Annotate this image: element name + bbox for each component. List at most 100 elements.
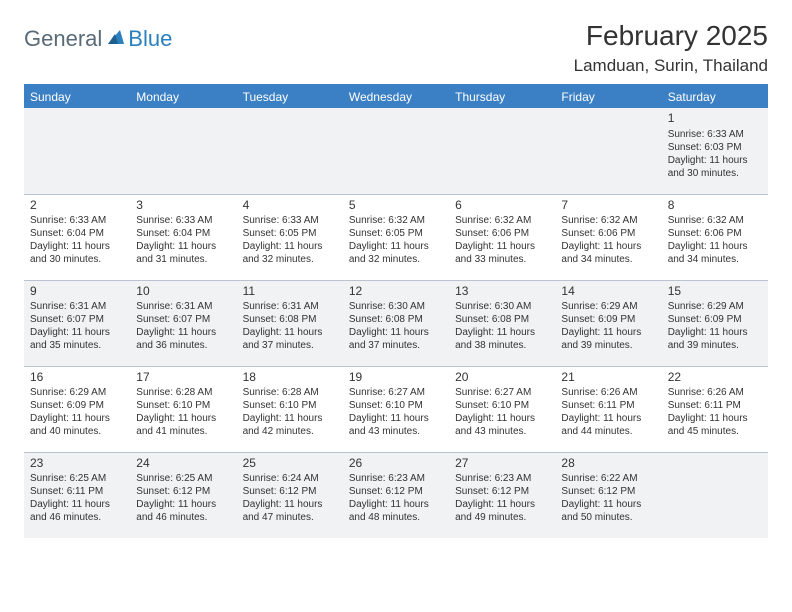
daylight-line: Daylight: 11 hours and 39 minutes. [561,326,655,352]
calendar-day-cell: 10Sunrise: 6:31 AMSunset: 6:07 PMDayligh… [130,280,236,366]
sunset-line: Sunset: 6:12 PM [349,485,443,498]
calendar-day-cell: 9Sunrise: 6:31 AMSunset: 6:07 PMDaylight… [24,280,130,366]
daylight-line: Daylight: 11 hours and 38 minutes. [455,326,549,352]
daylight-line: Daylight: 11 hours and 42 minutes. [243,412,337,438]
daylight-line: Daylight: 11 hours and 37 minutes. [243,326,337,352]
month-title: February 2025 [574,20,768,52]
calendar-week-row: 16Sunrise: 6:29 AMSunset: 6:09 PMDayligh… [24,366,768,452]
day-number: 12 [349,284,443,300]
logo: General Blue [24,26,172,52]
day-number: 23 [30,456,124,472]
day-number: 20 [455,370,549,386]
calendar-empty-cell [130,108,236,194]
calendar-day-cell: 28Sunrise: 6:22 AMSunset: 6:12 PMDayligh… [555,452,661,538]
sunset-line: Sunset: 6:05 PM [349,227,443,240]
daylight-line: Daylight: 11 hours and 33 minutes. [455,240,549,266]
calendar-empty-cell [555,108,661,194]
sunrise-line: Sunrise: 6:32 AM [455,214,549,227]
day-number: 13 [455,284,549,300]
day-number: 3 [136,198,230,214]
daylight-line: Daylight: 11 hours and 47 minutes. [243,498,337,524]
calendar-week-row: 2Sunrise: 6:33 AMSunset: 6:04 PMDaylight… [24,194,768,280]
weekday-friday: Friday [555,86,661,108]
sunrise-line: Sunrise: 6:26 AM [668,386,762,399]
day-number: 24 [136,456,230,472]
calendar-week-row: 1Sunrise: 6:33 AMSunset: 6:03 PMDaylight… [24,108,768,194]
sunrise-line: Sunrise: 6:33 AM [136,214,230,227]
daylight-line: Daylight: 11 hours and 34 minutes. [561,240,655,266]
sunset-line: Sunset: 6:06 PM [668,227,762,240]
sunrise-line: Sunrise: 6:28 AM [136,386,230,399]
calendar-day-cell: 11Sunrise: 6:31 AMSunset: 6:08 PMDayligh… [237,280,343,366]
calendar-empty-cell [662,452,768,538]
sunset-line: Sunset: 6:06 PM [455,227,549,240]
sunset-line: Sunset: 6:10 PM [455,399,549,412]
sunrise-line: Sunrise: 6:29 AM [561,300,655,313]
calendar-day-cell: 8Sunrise: 6:32 AMSunset: 6:06 PMDaylight… [662,194,768,280]
weekday-saturday: Saturday [662,86,768,108]
calendar-week-row: 9Sunrise: 6:31 AMSunset: 6:07 PMDaylight… [24,280,768,366]
sunrise-line: Sunrise: 6:22 AM [561,472,655,485]
calendar-day-cell: 19Sunrise: 6:27 AMSunset: 6:10 PMDayligh… [343,366,449,452]
sunset-line: Sunset: 6:11 PM [668,399,762,412]
calendar-day-cell: 6Sunrise: 6:32 AMSunset: 6:06 PMDaylight… [449,194,555,280]
daylight-line: Daylight: 11 hours and 43 minutes. [455,412,549,438]
daylight-line: Daylight: 11 hours and 40 minutes. [30,412,124,438]
location: Lamduan, Surin, Thailand [574,56,768,76]
weekday-header-row: Sunday Monday Tuesday Wednesday Thursday… [24,86,768,108]
sunrise-line: Sunrise: 6:23 AM [349,472,443,485]
sunset-line: Sunset: 6:09 PM [30,399,124,412]
daylight-line: Daylight: 11 hours and 43 minutes. [349,412,443,438]
logo-text-blue: Blue [128,26,172,52]
daylight-line: Daylight: 11 hours and 37 minutes. [349,326,443,352]
day-number: 5 [349,198,443,214]
sunrise-line: Sunrise: 6:32 AM [349,214,443,227]
title-block: February 2025 Lamduan, Surin, Thailand [574,20,768,76]
sunrise-line: Sunrise: 6:25 AM [30,472,124,485]
sunset-line: Sunset: 6:04 PM [136,227,230,240]
day-number: 19 [349,370,443,386]
calendar-day-cell: 15Sunrise: 6:29 AMSunset: 6:09 PMDayligh… [662,280,768,366]
weekday-monday: Monday [130,86,236,108]
day-number: 1 [668,111,762,127]
sunset-line: Sunset: 6:08 PM [243,313,337,326]
day-number: 6 [455,198,549,214]
logo-text-general: General [24,26,102,52]
calendar-day-cell: 26Sunrise: 6:23 AMSunset: 6:12 PMDayligh… [343,452,449,538]
daylight-line: Daylight: 11 hours and 44 minutes. [561,412,655,438]
sunrise-line: Sunrise: 6:25 AM [136,472,230,485]
calendar-day-cell: 21Sunrise: 6:26 AMSunset: 6:11 PMDayligh… [555,366,661,452]
daylight-line: Daylight: 11 hours and 34 minutes. [668,240,762,266]
weekday-tuesday: Tuesday [237,86,343,108]
sunrise-line: Sunrise: 6:32 AM [668,214,762,227]
daylight-line: Daylight: 11 hours and 31 minutes. [136,240,230,266]
day-number: 15 [668,284,762,300]
sunrise-line: Sunrise: 6:24 AM [243,472,337,485]
sunset-line: Sunset: 6:12 PM [561,485,655,498]
sunset-line: Sunset: 6:08 PM [349,313,443,326]
calendar-day-cell: 3Sunrise: 6:33 AMSunset: 6:04 PMDaylight… [130,194,236,280]
sunset-line: Sunset: 6:08 PM [455,313,549,326]
sunrise-line: Sunrise: 6:31 AM [136,300,230,313]
day-number: 2 [30,198,124,214]
calendar-day-cell: 13Sunrise: 6:30 AMSunset: 6:08 PMDayligh… [449,280,555,366]
sunrise-line: Sunrise: 6:29 AM [30,386,124,399]
sunset-line: Sunset: 6:07 PM [30,313,124,326]
sunrise-line: Sunrise: 6:26 AM [561,386,655,399]
calendar-day-cell: 20Sunrise: 6:27 AMSunset: 6:10 PMDayligh… [449,366,555,452]
daylight-line: Daylight: 11 hours and 30 minutes. [30,240,124,266]
daylight-line: Daylight: 11 hours and 41 minutes. [136,412,230,438]
calendar-day-cell: 2Sunrise: 6:33 AMSunset: 6:04 PMDaylight… [24,194,130,280]
daylight-line: Daylight: 11 hours and 35 minutes. [30,326,124,352]
day-number: 10 [136,284,230,300]
calendar-empty-cell [343,108,449,194]
calendar-day-cell: 16Sunrise: 6:29 AMSunset: 6:09 PMDayligh… [24,366,130,452]
day-number: 26 [349,456,443,472]
day-number: 4 [243,198,337,214]
calendar-empty-cell [449,108,555,194]
calendar-body: 1Sunrise: 6:33 AMSunset: 6:03 PMDaylight… [24,108,768,538]
calendar-day-cell: 4Sunrise: 6:33 AMSunset: 6:05 PMDaylight… [237,194,343,280]
calendar-day-cell: 1Sunrise: 6:33 AMSunset: 6:03 PMDaylight… [662,108,768,194]
sunset-line: Sunset: 6:09 PM [561,313,655,326]
day-number: 28 [561,456,655,472]
